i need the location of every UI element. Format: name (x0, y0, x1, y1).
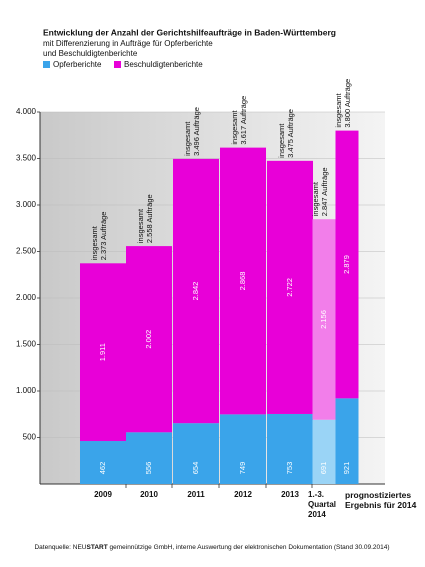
bar-segment (126, 246, 172, 433)
y-tick-label: 3.500 (16, 154, 37, 163)
chart-subtitle: und Beschuldigtenberichte (43, 49, 138, 58)
value-label: 921 (342, 462, 351, 475)
bar-segment (312, 419, 336, 484)
annotation-line: 3.475 Aufträge (286, 109, 295, 158)
source-note: Datenquelle: NEUSTART gemeinnützige GmbH… (34, 544, 389, 551)
annotation-line: 3.617 Aufträge (239, 96, 248, 145)
annotation-line: insgesamt (334, 93, 343, 128)
x-tick-label: prognostiziertes Ergebnis für 2014 (345, 490, 417, 510)
bar-segment (220, 147, 266, 415)
value-label: 2.842 (191, 282, 200, 301)
value-label: 749 (238, 462, 247, 475)
value-label: 2.879 (342, 255, 351, 274)
annotation-line: 2.558 Aufträge (145, 194, 154, 243)
value-label: 691 (319, 462, 328, 475)
legend-swatch (43, 61, 50, 68)
bar-segment (220, 414, 266, 484)
source-part: START (87, 544, 108, 551)
total-annotation: insgesamt 3.496 Aufträge (183, 107, 201, 156)
x-tick-label: 2009 (94, 490, 112, 499)
y-tick-label: 1.500 (16, 340, 37, 349)
bar-segment (80, 441, 126, 484)
bar-segment (267, 413, 313, 484)
y-tick-label: 1.000 (16, 386, 37, 395)
annotation-line: insgesamt (136, 208, 145, 243)
x-tick-label: 2010 (140, 490, 158, 499)
value-label: 1.911 (98, 343, 107, 361)
total-annotation: insgesamt 2.373 Aufträge (90, 212, 108, 261)
bar-segment (267, 160, 313, 414)
total-annotation: insgesamt 3.475 Aufträge (277, 109, 295, 158)
x-tick-label: 2011 (187, 490, 205, 499)
total-annotation: insgesamt 3.617 Aufträge (230, 96, 248, 145)
bar-segment (173, 158, 219, 424)
value-label: 462 (98, 462, 107, 475)
value-label: 2.868 (238, 272, 247, 291)
y-tick-label: 2.500 (16, 247, 37, 256)
annotation-line: 3.496 Aufträge (192, 107, 201, 156)
value-label: 654 (191, 462, 200, 475)
y-tick-label: 500 (23, 433, 37, 442)
bar-segment (312, 219, 336, 420)
value-label: 556 (144, 462, 153, 475)
annotation-line: insgesamt (90, 225, 99, 260)
annotation-line: 3.800 Aufträge (343, 79, 352, 128)
annotation-line: insgesamt (230, 110, 239, 145)
bar-segment (335, 130, 359, 399)
annotation-line: 2.847 Aufträge (320, 167, 329, 216)
x-tick-label: 2013 (281, 490, 299, 499)
annotation-line: insgesamt (183, 121, 192, 156)
annotation-line: insgesamt (277, 123, 286, 158)
bar-segment (335, 398, 359, 484)
value-label: 2.722 (285, 278, 294, 297)
y-tick-label: 2.000 (16, 293, 37, 302)
legend-label: Opferberichte (53, 60, 102, 69)
bar-segment (80, 263, 126, 442)
legend-label: Beschuldigtenberichte (124, 60, 203, 69)
bar-segment (173, 423, 219, 484)
bar-segment (126, 432, 172, 484)
total-annotation: insgesamt 3.800 Aufträge (334, 79, 352, 128)
source-part: gemeinnützige GmbH, interne Auswertung d… (108, 544, 390, 551)
value-label: 2.002 (144, 330, 153, 349)
chart-title: Entwicklung der Anzahl der Gerichtshilfe… (43, 27, 336, 37)
value-label: 753 (285, 462, 294, 475)
value-label: 2.156 (319, 310, 328, 329)
total-annotation: insgesamt 2.558 Aufträge (136, 194, 154, 243)
y-tick-label: 3.000 (16, 200, 37, 209)
total-annotation: insgesamt 2.847 Aufträge (311, 167, 329, 216)
annotation-line: 2.373 Aufträge (99, 212, 108, 261)
legend-swatch (114, 61, 121, 68)
annotation-line: insgesamt (311, 181, 320, 216)
source-part: Datenquelle: NEU (34, 544, 86, 551)
x-tick-label: 2012 (234, 490, 252, 499)
x-tick-label: 1.-3. Quartal 2014 (308, 490, 337, 519)
y-tick-label: 4.000 (16, 107, 37, 116)
chart-subtitle: mit Differenzierung in Aufträge für Opfe… (43, 39, 213, 48)
